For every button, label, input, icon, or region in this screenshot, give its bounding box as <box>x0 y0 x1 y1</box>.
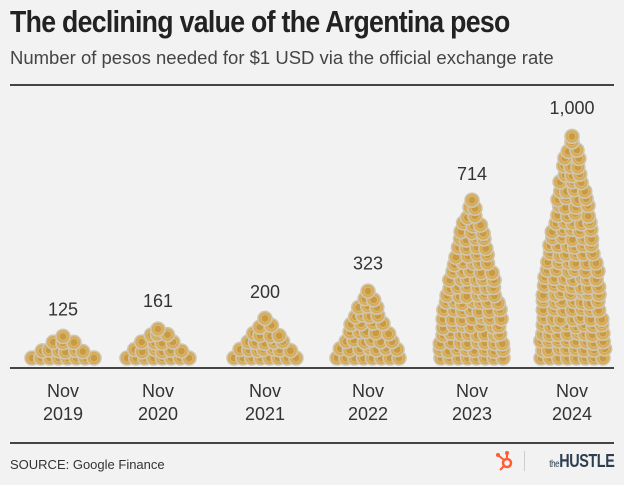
source-note: SOURCE: Google Finance <box>10 457 165 472</box>
coin-pile <box>24 328 102 366</box>
category-label: Nov <box>556 381 588 401</box>
coin <box>360 283 376 299</box>
coin <box>271 327 287 344</box>
category-label: 2021 <box>245 404 285 424</box>
coin-pile <box>119 321 197 366</box>
category-label: Nov <box>249 381 281 401</box>
category-label: 2022 <box>348 404 388 424</box>
value-label: 1,000 <box>549 98 594 118</box>
logo-separator <box>523 451 525 471</box>
hubspot-sprocket-icon <box>495 451 512 471</box>
category-label: 2023 <box>452 404 492 424</box>
coin <box>150 321 166 337</box>
value-label: 161 <box>143 291 173 311</box>
brand-wordmark: theHUSTLE <box>548 450 615 471</box>
value-label: 323 <box>353 254 383 274</box>
chart-subtitle: Number of pesos needed for $1 USD via th… <box>10 47 554 68</box>
value-label: 200 <box>250 282 280 302</box>
category-label: 2024 <box>552 404 592 424</box>
coin-pile <box>329 283 407 366</box>
coin-pile <box>432 192 511 366</box>
category-label: Nov <box>352 381 384 401</box>
category-label: Nov <box>142 381 174 401</box>
coin-pile <box>533 128 613 366</box>
coin <box>564 128 580 145</box>
category-label: 2019 <box>43 404 83 424</box>
category-label: Nov <box>456 381 488 401</box>
bottom-divider <box>10 442 614 444</box>
coin <box>55 328 71 345</box>
top-divider <box>10 84 614 86</box>
baseline <box>10 367 614 369</box>
coin <box>257 310 273 327</box>
category-label: 2020 <box>138 404 178 424</box>
value-label: 125 <box>48 299 78 319</box>
coin <box>464 192 480 208</box>
value-label: 714 <box>457 164 487 184</box>
chart-title: The declining value of the Argentina pes… <box>10 4 510 39</box>
coin-pile <box>226 310 304 366</box>
category-label: Nov <box>47 381 79 401</box>
hustle-logo: theHUSTLE <box>494 450 614 472</box>
